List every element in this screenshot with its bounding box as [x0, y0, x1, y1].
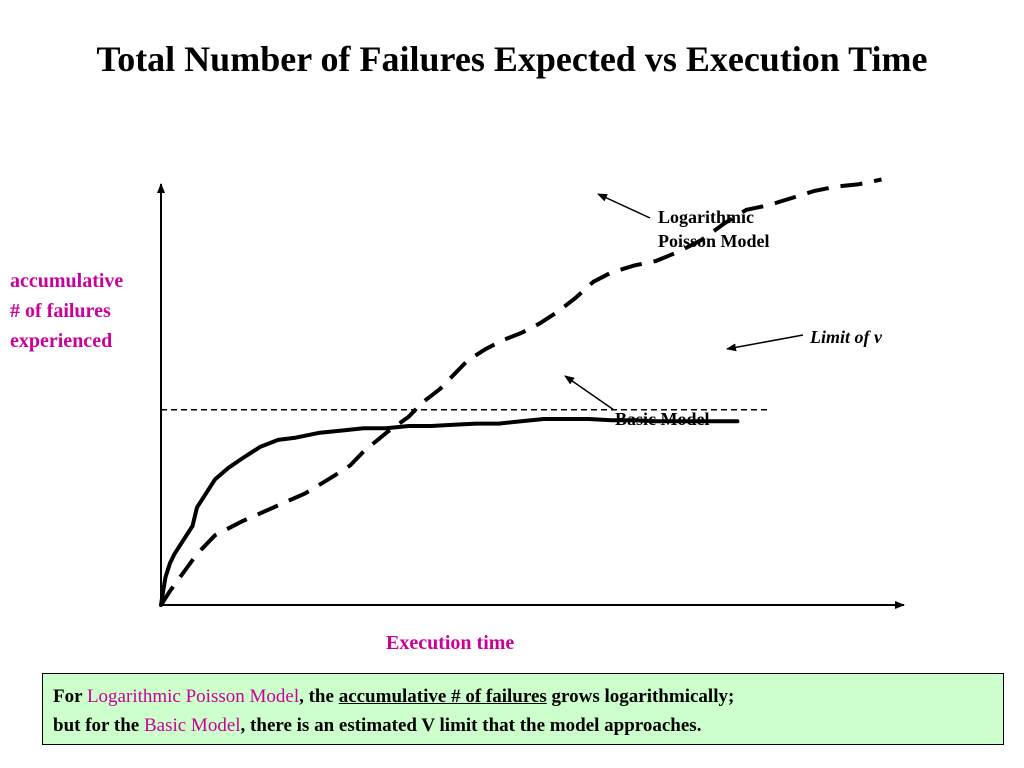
y-axis-label-line-2: # of failures	[10, 300, 111, 322]
annotation-arrow-basic	[564, 375, 615, 411]
annotation-log-poisson: Logarithmic Poisson Model	[658, 205, 770, 253]
note-text-4: but for the	[53, 715, 144, 736]
y-axis-label-line-3: experienced	[10, 330, 113, 352]
note-text-3: grows logarithmically;	[546, 686, 735, 707]
note-keyword-accumulative: accumulative # of failures	[338, 686, 547, 707]
note-keyword-basic-model: Basic Model	[143, 715, 241, 736]
note-text-2: , the	[299, 686, 339, 707]
note-keyword-log-model: Logarithmic Poisson Model	[86, 686, 300, 707]
annotation-basic-model: Basic Model	[615, 409, 710, 429]
note-text-1: For	[53, 686, 87, 707]
annotation-limit-of-v: Limit of v	[810, 327, 882, 347]
y-axis-label-line-1: accumulative	[10, 270, 124, 292]
annotation-arrow-log	[597, 193, 651, 219]
annotation-log-line-1: Logarithmic	[658, 207, 754, 227]
annotation-log-line-2: Poisson Model	[658, 231, 770, 251]
series-line-basic-model	[159, 417, 740, 607]
x-axis-label: Execution time	[386, 632, 515, 654]
chart-title: Total Number of Failures Expected vs Exe…	[96, 39, 928, 79]
summary-note: For Logarithmic Poisson Model, the accum…	[42, 673, 1004, 745]
y-axis-label: accumulative # of failures experienced	[10, 266, 123, 356]
series-line-logarithmic-poisson-model	[159, 177, 882, 607]
annotation-arrow-limit	[726, 334, 804, 352]
note-text-5: , there is an estimated V limit that the…	[240, 715, 702, 736]
